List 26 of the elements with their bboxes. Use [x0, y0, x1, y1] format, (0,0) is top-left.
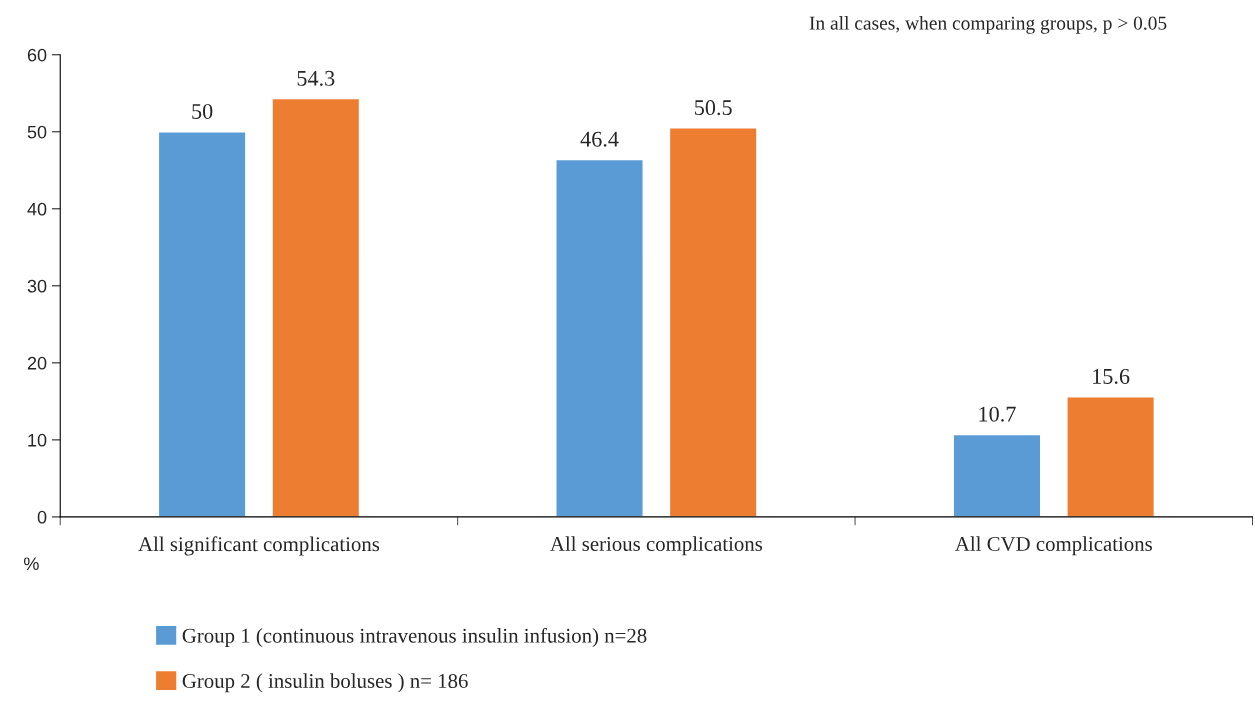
- data-label: 50.5: [695, 100, 732, 116]
- legend-label: Group 1 (continuous intravenous insulin infusion) n=28: [182, 627, 647, 647]
- bar: [952, 433, 1042, 517]
- bar: [157, 131, 247, 517]
- y-tick-label: 50: [27, 125, 47, 139]
- data-label: 54.3: [297, 70, 335, 86]
- bar: [668, 127, 758, 517]
- y-tick-label: 20: [27, 356, 47, 370]
- y-tick-label: 10: [28, 433, 47, 447]
- y-tick-label: 30: [27, 279, 47, 293]
- x-tick-label: All serious complications: [550, 536, 763, 556]
- text: In all cases, when comparing groups, p > 0.05: [809, 16, 1167, 34]
- data-label: 15.6: [1093, 368, 1130, 384]
- x-tick-label: All CVD complications: [955, 536, 1152, 556]
- y-axis-title: %: [23, 557, 39, 571]
- data-label: 50: [192, 103, 213, 119]
- data-label: 46.4: [580, 131, 619, 147]
- legend-label: Group 2 ( insulin boluses ) n= 186: [182, 673, 468, 693]
- bar: [271, 97, 361, 517]
- y-tick-label: 0: [37, 510, 47, 524]
- y-tick-label: 40: [27, 202, 47, 216]
- bar: [1066, 396, 1156, 517]
- y-tick-label: 60: [27, 48, 47, 62]
- bar: [555, 158, 644, 517]
- data-label: 10.7: [979, 406, 1016, 422]
- x-tick-label: All significant complications: [138, 536, 380, 556]
